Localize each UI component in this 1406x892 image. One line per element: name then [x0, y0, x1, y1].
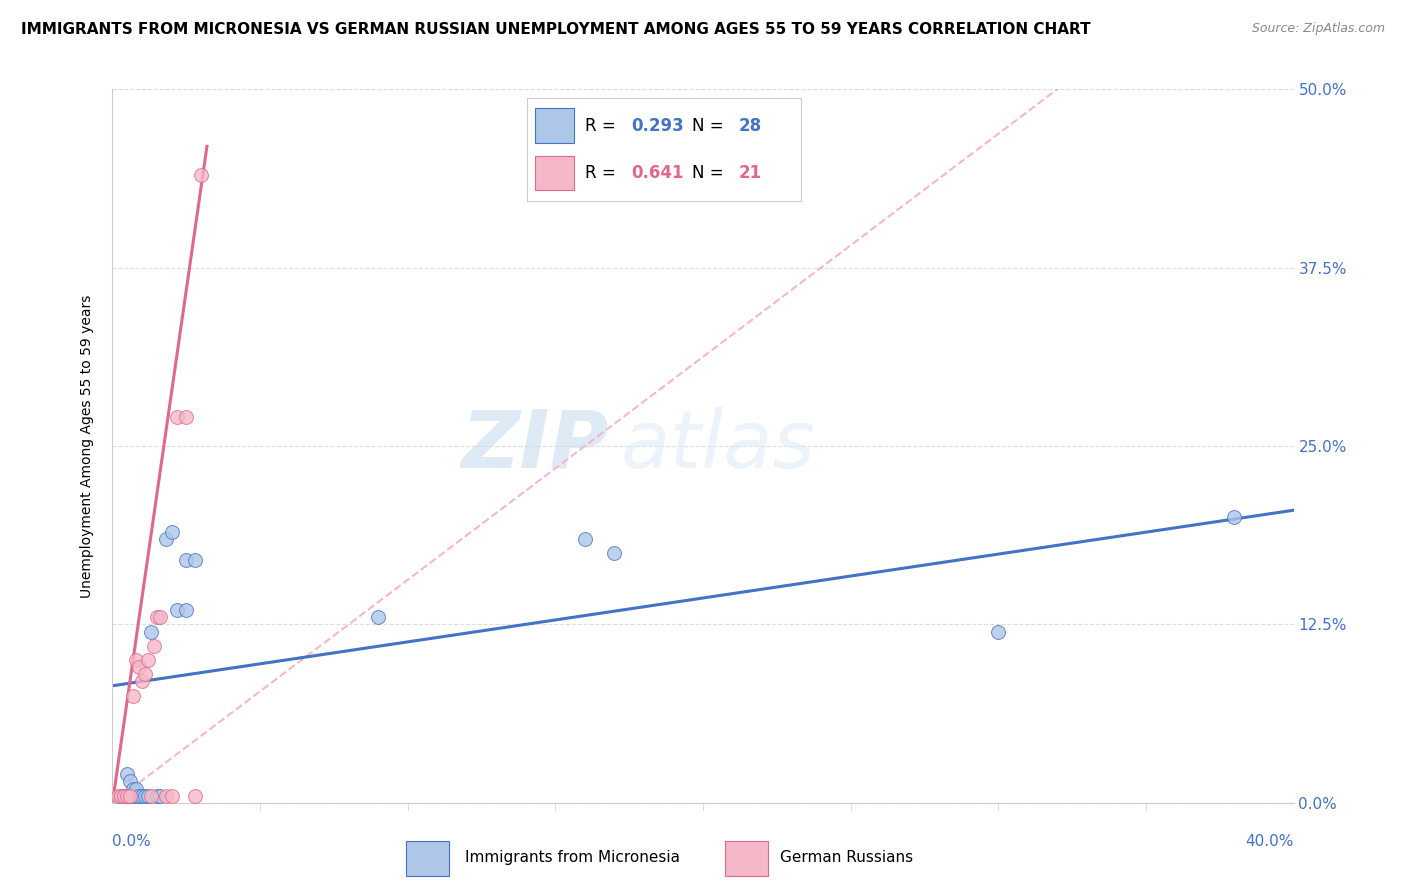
Bar [536, 108, 574, 144]
Point [120, 774, 142, 789]
Point [110, 789, 132, 803]
Point [136, 789, 159, 803]
Point [166, 603, 188, 617]
Point [107, 789, 129, 803]
Text: N =: N = [692, 117, 728, 135]
Text: 40.0%: 40.0% [1246, 834, 1294, 849]
Point [155, 532, 177, 546]
Point [174, 410, 197, 425]
Point [125, 781, 148, 796]
Text: Source: ZipAtlas.com: Source: ZipAtlas.com [1251, 22, 1385, 36]
Point [117, 789, 138, 803]
Point [120, 789, 142, 803]
Point [166, 410, 188, 425]
Point [160, 524, 183, 539]
Point [146, 610, 169, 624]
Point [134, 667, 156, 681]
Text: Immigrants from Micronesia: Immigrants from Micronesia [465, 850, 681, 865]
Point [117, 789, 138, 803]
Point [139, 624, 162, 639]
Point [122, 689, 145, 703]
Point [987, 624, 1010, 639]
Bar [724, 841, 768, 876]
Point [1223, 510, 1246, 524]
Point [128, 789, 150, 803]
Point [367, 610, 389, 624]
Point [125, 789, 148, 803]
Point [125, 653, 148, 667]
Y-axis label: Unemployment Among Ages 55 to 59 years: Unemployment Among Ages 55 to 59 years [80, 294, 94, 598]
Text: R =: R = [585, 117, 621, 135]
Text: 0.0%: 0.0% [112, 834, 152, 849]
Point [112, 789, 135, 803]
Point [174, 603, 197, 617]
Point [190, 168, 212, 182]
Text: atlas: atlas [620, 407, 815, 485]
Point [122, 781, 145, 796]
Point [120, 789, 142, 803]
Point [131, 789, 153, 803]
Text: German Russians: German Russians [780, 850, 914, 865]
Point [110, 789, 132, 803]
Point [184, 553, 207, 567]
Point [139, 789, 162, 803]
Point [174, 553, 197, 567]
Text: 21: 21 [738, 164, 762, 182]
Text: ZIP: ZIP [461, 407, 609, 485]
Point [122, 789, 145, 803]
Text: N =: N = [692, 164, 728, 182]
Point [136, 653, 159, 667]
Text: 0.641: 0.641 [631, 164, 683, 182]
Point [155, 789, 177, 803]
Text: 0.293: 0.293 [631, 117, 685, 135]
Point [160, 789, 183, 803]
Point [184, 789, 207, 803]
Point [149, 789, 172, 803]
Point [142, 639, 165, 653]
Text: IMMIGRANTS FROM MICRONESIA VS GERMAN RUSSIAN UNEMPLOYMENT AMONG AGES 55 TO 59 YE: IMMIGRANTS FROM MICRONESIA VS GERMAN RUS… [21, 22, 1091, 37]
Point [131, 674, 153, 689]
Point [603, 546, 626, 560]
Bar [536, 155, 574, 190]
Point [146, 789, 169, 803]
Text: R =: R = [585, 164, 621, 182]
Point [134, 789, 156, 803]
Text: 28: 28 [738, 117, 762, 135]
Point [574, 532, 596, 546]
Point [149, 610, 172, 624]
Bar [406, 841, 450, 876]
Point [112, 789, 135, 803]
Point [117, 767, 138, 781]
Point [128, 660, 150, 674]
